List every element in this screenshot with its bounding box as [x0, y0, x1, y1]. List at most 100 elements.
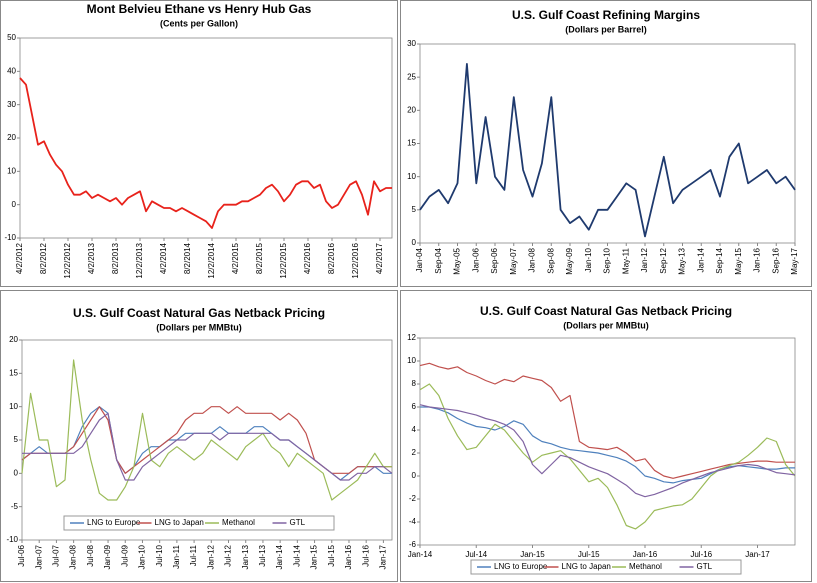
chart-title: U.S. Gulf Coast Refining Margins — [512, 8, 700, 22]
x-tick-label: Jan-17 — [379, 544, 388, 569]
chart-subtitle: (Cents per Gallon) — [160, 18, 238, 28]
series-line — [22, 412, 393, 481]
x-tick-label: Sep-12 — [659, 247, 668, 273]
x-tick-label: 8/2/2016 — [327, 242, 336, 274]
x-tick-label: Jan-16 — [344, 544, 353, 569]
y-tick-label: -2 — [409, 494, 417, 503]
y-tick-label: 0 — [412, 471, 417, 480]
legend-box — [470, 559, 742, 575]
y-tick-label: 40 — [7, 66, 16, 75]
y-tick-label: 10 — [9, 402, 18, 411]
chart-subtitle: (Dollars per Barrel) — [565, 24, 647, 34]
series-line — [419, 404, 796, 498]
legend-label: Methanol — [629, 562, 662, 571]
y-tick-label: 2 — [412, 448, 417, 457]
y-tick-label: 10 — [7, 166, 16, 175]
x-tick-label: 4/2/2017 — [375, 242, 384, 274]
series-line — [420, 406, 795, 484]
x-tick-label: Jan-04 — [415, 247, 424, 272]
y-tick-label: 5 — [412, 205, 417, 214]
x-tick-label: Jul-09 — [120, 544, 129, 566]
x-tick-label: May-09 — [565, 247, 574, 274]
x-tick-label: 8/2/2014 — [183, 242, 192, 274]
y-tick-label: -10 — [6, 535, 18, 544]
y-tick-label: 20 — [9, 335, 18, 344]
y-tick-label: 10 — [407, 356, 416, 365]
y-tick-label: 15 — [9, 368, 18, 377]
x-tick-label: Jul-15 — [578, 550, 600, 559]
y-tick-label: -5 — [11, 502, 19, 511]
x-tick-label: Jul-11 — [189, 544, 198, 566]
x-tick-label: Jan-10 — [138, 544, 147, 569]
x-tick-label: 8/2/2015 — [255, 242, 264, 274]
x-tick-label: Sep-04 — [434, 247, 443, 273]
x-tick-label: 4/2/2013 — [87, 242, 96, 274]
y-tick-label: 0 — [14, 468, 19, 477]
legend-label: LNG to Japan — [155, 518, 204, 527]
x-tick-label: Jan-08 — [528, 247, 537, 272]
x-tick-label: May-17 — [790, 247, 799, 274]
x-tick-label: Jan-06 — [471, 247, 480, 272]
x-tick-label: Jan-15 — [520, 550, 545, 559]
x-tick-label: Sep-16 — [771, 247, 780, 273]
legend-label: GTL — [290, 518, 306, 527]
x-tick-label: Jan-16 — [633, 550, 658, 559]
y-tick-label: 4 — [412, 425, 417, 434]
x-tick-label: Jan-17 — [745, 550, 770, 559]
y-tick-label: 20 — [407, 105, 416, 114]
series-line — [21, 359, 392, 501]
legend-label: LNG to Europe — [494, 562, 548, 571]
y-tick-label: 6 — [412, 402, 417, 411]
x-tick-label: Jan-10 — [584, 247, 593, 272]
x-tick-label: Sep-06 — [490, 247, 499, 273]
series-line — [419, 362, 795, 479]
x-tick-label: 4/2/2014 — [159, 242, 168, 274]
x-tick-label: Jan-07 — [34, 544, 43, 569]
panel — [400, 290, 812, 582]
chart-subtitle: (Dollars per MMBtu) — [156, 322, 242, 332]
y-tick-label: 0 — [412, 238, 417, 247]
series-line — [21, 406, 392, 481]
x-tick-label: 12/2/2012 — [63, 242, 72, 278]
chart-title: Mont Belvieu Ethane vs Henry Hub Gas — [87, 2, 312, 16]
series-line — [21, 406, 392, 474]
x-tick-label: Jan-09 — [103, 544, 112, 569]
x-tick-label: 8/2/2013 — [111, 242, 120, 274]
x-tick-label: 4/2/2012 — [15, 242, 24, 274]
legend-label: Methanol — [222, 518, 255, 527]
y-tick-label: 5 — [14, 435, 19, 444]
x-tick-label: Jan-16 — [753, 247, 762, 272]
y-tick-label: -10 — [4, 233, 16, 242]
x-tick-label: Jan-12 — [640, 247, 649, 272]
x-tick-label: Jul-16 — [690, 550, 712, 559]
y-tick-label: 12 — [407, 333, 416, 342]
x-tick-label: 4/2/2015 — [231, 242, 240, 274]
chart-title: U.S. Gulf Coast Natural Gas Netback Pric… — [73, 306, 325, 320]
x-tick-label: Jul-14 — [465, 550, 487, 559]
panel — [400, 0, 812, 287]
y-tick-label: 10 — [407, 172, 416, 181]
x-tick-label: 4/2/2016 — [303, 242, 312, 274]
y-tick-label: 8 — [412, 379, 417, 388]
x-tick-label: Jul-15 — [327, 544, 336, 566]
legend-box — [63, 515, 335, 531]
y-tick-label: 0 — [12, 200, 17, 209]
x-tick-label: Jul-14 — [292, 544, 301, 566]
y-tick-label: 30 — [407, 39, 416, 48]
legend-label: GTL — [697, 562, 713, 571]
x-tick-label: 8/2/2012 — [39, 242, 48, 274]
x-tick-label: Jan-14 — [275, 544, 284, 569]
x-tick-label: Sep-10 — [603, 247, 612, 273]
series-line — [419, 63, 796, 238]
y-tick-label: 50 — [7, 33, 16, 42]
x-tick-label: May-11 — [621, 247, 630, 274]
y-tick-label: 30 — [7, 100, 16, 109]
x-tick-label: Jan-08 — [69, 544, 78, 569]
panel — [0, 0, 398, 287]
chart-subtitle: (Dollars per MMBtu) — [563, 320, 649, 330]
series-line — [19, 77, 392, 229]
legend-label: LNG to Europe — [87, 518, 141, 527]
series-line — [419, 383, 796, 530]
plot-area — [19, 37, 393, 239]
x-tick-label: Jul-12 — [224, 544, 233, 566]
